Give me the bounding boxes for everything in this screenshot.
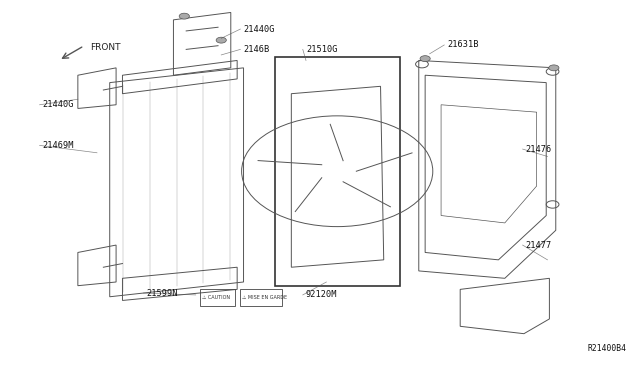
Text: 21631B: 21631B xyxy=(447,41,479,49)
Text: 92120M: 92120M xyxy=(306,291,337,299)
Text: 21510G: 21510G xyxy=(306,45,337,54)
Text: FRONT: FRONT xyxy=(91,43,121,52)
Bar xyxy=(200,289,236,306)
Text: 21440G: 21440G xyxy=(43,100,74,109)
Bar xyxy=(241,289,282,306)
Circle shape xyxy=(420,56,430,62)
Text: 21440G: 21440G xyxy=(244,25,275,33)
Circle shape xyxy=(548,65,559,71)
Text: 21469M: 21469M xyxy=(43,141,74,150)
Text: 21599N: 21599N xyxy=(147,289,178,298)
Text: R21400B4: R21400B4 xyxy=(588,344,627,353)
Bar xyxy=(275,57,399,286)
Text: ⚠ CAUTION: ⚠ CAUTION xyxy=(202,295,230,300)
Text: 2146B: 2146B xyxy=(244,45,270,54)
Text: 21477: 21477 xyxy=(526,241,552,250)
Text: ⚠ MISE EN GARDE: ⚠ MISE EN GARDE xyxy=(243,295,287,300)
Circle shape xyxy=(216,37,227,43)
Text: 21476: 21476 xyxy=(526,145,552,154)
Circle shape xyxy=(179,13,189,19)
